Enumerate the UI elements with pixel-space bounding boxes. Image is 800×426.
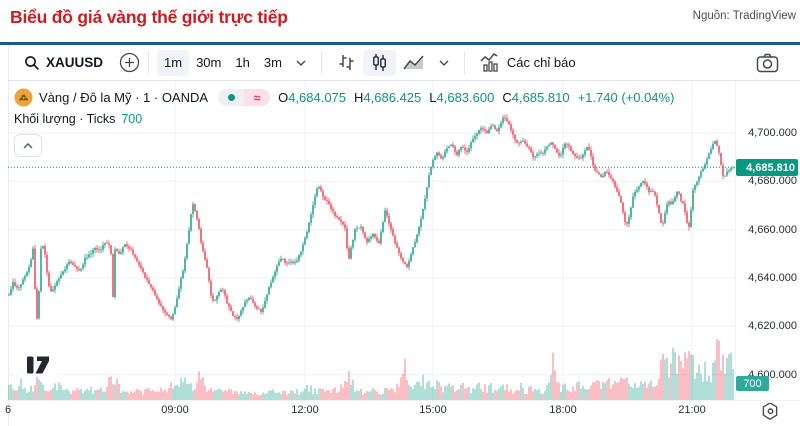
high-label: H [354, 90, 364, 105]
time-tick-label: 15:00 [419, 404, 447, 416]
price-tick-label: 4,640.000 [748, 272, 797, 284]
chart-widget [8, 45, 800, 426]
last-price-badge: 4,685.810 [736, 159, 798, 176]
volume-legend-label[interactable]: Khối lượng · Ticks [14, 112, 116, 126]
legend-title[interactable]: Vàng / Đô la Mỹ · 1 · OANDA [39, 90, 209, 105]
time-tick-label: 12:00 [291, 404, 319, 416]
price-tick-label: 4,680.000 [748, 175, 797, 187]
volume-legend: Khối lượng · Ticks 700 [14, 112, 142, 126]
high-value: 4,686.425 [363, 90, 422, 105]
tradingview-logo-watermark[interactable] [16, 343, 60, 387]
indicators-icon [480, 53, 501, 72]
time-tick-label: 18:00 [549, 404, 577, 416]
time-tick-label: 21:00 [678, 404, 706, 416]
price-tick-label: 4,660.000 [748, 224, 797, 236]
toolbar-separator [320, 51, 322, 74]
symbol-legend: Vàng / Đô la Mỹ · 1 · OANDA ≈ O 4,684.075… [14, 88, 674, 107]
price-tick-label: 4,620.000 [748, 320, 797, 332]
change-value: +1.740 (+0.04%) [577, 90, 675, 105]
header-divider [0, 42, 800, 45]
toolbar-separator [148, 51, 150, 74]
close-label: C [502, 90, 512, 105]
legend-collapse-button[interactable] [14, 134, 42, 157]
price-chart[interactable] [8, 81, 735, 400]
page-title: Biểu đồ giá vàng thế giới trực tiếp [10, 7, 288, 27]
timeframe-30m[interactable]: 30m [196, 55, 222, 70]
chart-toolbar: XAUUSD 1m 30m 1h 3m [8, 45, 800, 81]
volume-legend-value: 700 [121, 112, 143, 126]
indicators-label: Các chỉ báo [506, 55, 576, 70]
market-status-dot [218, 89, 245, 106]
chart-style-area-icon[interactable] [396, 50, 432, 76]
toolbar-separator [463, 51, 465, 74]
axis-separator [735, 81, 736, 400]
time-axis[interactable] [8, 400, 735, 426]
snapshot-camera-icon[interactable] [749, 50, 786, 76]
candlestick-series [8, 114, 734, 323]
last-volume-badge: 700 [736, 376, 769, 391]
source-attribution: Nguồn: TradingView [692, 10, 796, 22]
gold-coin-icon [14, 88, 33, 107]
open-value: 4,684.075 [288, 90, 347, 105]
time-tick-label: 09:00 [161, 404, 189, 416]
market-status-pill[interactable]: ≈ [218, 89, 271, 106]
close-value: 4,685.810 [511, 90, 570, 105]
price-axis[interactable]: 4,700.000 4,680.000 4,660.000 4,640.000 4,62… [735, 81, 800, 400]
low-label: L [429, 90, 437, 105]
axis-settings-gear-icon[interactable] [761, 402, 780, 425]
axis-separator [8, 400, 800, 401]
price-tick-label: 4,700.000 [748, 127, 797, 139]
delayed-data-icon: ≈ [244, 89, 271, 106]
timeframe-3m[interactable]: 3m [263, 55, 282, 70]
timeframe-menu-chevron-icon[interactable] [289, 50, 313, 76]
volume-series [8, 339, 734, 400]
low-value: 4,683.600 [436, 90, 495, 105]
timeframe-1h[interactable]: 1h [235, 55, 250, 70]
chart-grid [8, 81, 735, 400]
chart-style-candles-icon[interactable] [362, 49, 396, 76]
open-label: O [278, 90, 289, 105]
chart-style-chevron-icon[interactable] [432, 50, 456, 76]
compare-add-icon[interactable] [119, 52, 140, 73]
symbol-search-value[interactable]: XAUUSD [46, 55, 104, 70]
search-icon[interactable] [24, 55, 40, 71]
time-tick-label: 6 [4, 404, 12, 416]
indicators-button[interactable]: Các chỉ báo [473, 50, 583, 76]
timeframe-1m[interactable]: 1m [157, 49, 190, 76]
chart-style-bars-icon[interactable] [330, 50, 363, 76]
